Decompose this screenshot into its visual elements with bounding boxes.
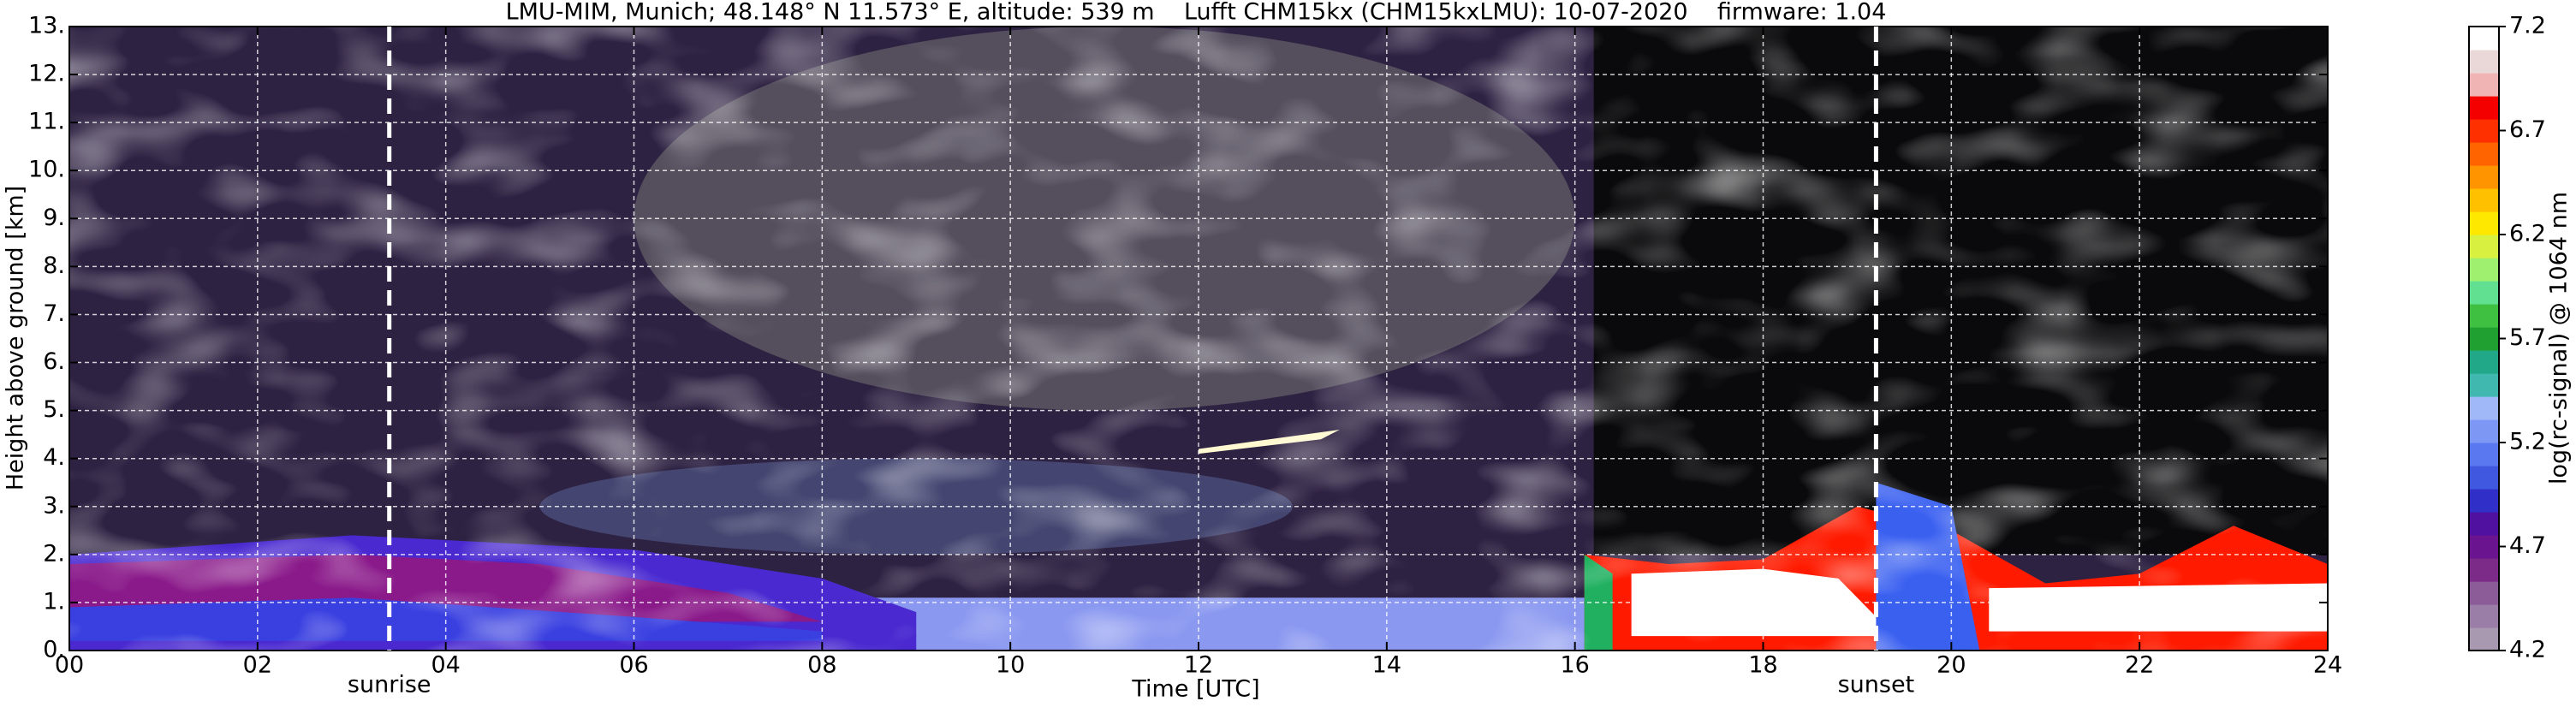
colorbar-band: [2469, 396, 2499, 420]
colorbar-band: [2469, 165, 2499, 189]
colorbar-band: [2469, 627, 2499, 651]
y-tick-label: 6.: [43, 348, 65, 375]
y-tick-label: 4.: [43, 444, 65, 471]
colorbar-band: [2469, 211, 2499, 235]
y-tick-label: 1.: [43, 588, 65, 615]
colorbar-label: log(rc-signal) @ 1064 nm: [2546, 192, 2573, 484]
colorbar-band: [2469, 258, 2499, 282]
colorbar-tick-label: 5.7: [2509, 324, 2546, 351]
x-tick-label: 24: [2313, 652, 2342, 679]
colorbar-band: [2469, 512, 2499, 536]
y-tick-label: 0.: [43, 637, 65, 663]
colorbar-tick-label: 4.7: [2509, 532, 2546, 559]
colorbar-band: [2469, 419, 2499, 443]
annotation-label: sunset: [1838, 672, 1915, 698]
colorbar-tick-label: 6.7: [2509, 116, 2546, 143]
x-tick-label: 06: [619, 652, 648, 679]
x-tick-label: 14: [1372, 652, 1401, 679]
colorbar-band: [2469, 304, 2499, 328]
colorbar-band: [2469, 604, 2499, 628]
y-tick-label: 2.: [43, 540, 65, 567]
colorbar-band: [2469, 142, 2499, 166]
colorbar-band: [2469, 73, 2499, 97]
colorbar-tick-label: 4.2: [2509, 637, 2546, 663]
colorbar-band: [2469, 50, 2499, 74]
y-tick-label: 3.: [43, 492, 65, 519]
colorbar-band: [2469, 281, 2499, 305]
y-tick-label: 9.: [43, 205, 65, 231]
colorbar-band: [2469, 373, 2499, 397]
annotation-label: sunrise: [348, 672, 431, 698]
y-tick-label: 12.: [28, 61, 65, 87]
y-tick-label: 11.: [28, 109, 65, 135]
y-axis-label: Height above ground [km]: [3, 186, 29, 490]
y-tick-label: 10.: [28, 157, 65, 183]
y-tick-label: 8.: [43, 253, 65, 279]
x-tick-label: 04: [431, 652, 460, 679]
colorbar-band: [2469, 443, 2499, 466]
x-tick-label: 10: [996, 652, 1025, 679]
x-tick-label: 20: [1936, 652, 1966, 679]
colorbar-band: [2469, 327, 2499, 351]
colorbar-band: [2469, 466, 2499, 490]
y-tick-label: 13.: [28, 13, 65, 39]
x-tick-label: 12: [1184, 652, 1213, 679]
y-tick-label: 7.: [43, 300, 65, 327]
colorbar-tick-label: 6.2: [2509, 221, 2546, 247]
colorbar-band: [2469, 581, 2499, 605]
colorbar-band: [2469, 27, 2499, 50]
x-tick-label: 02: [243, 652, 272, 679]
x-tick-label: 22: [2125, 652, 2154, 679]
colorbar-band: [2469, 350, 2499, 374]
y-tick-label: 5.: [43, 396, 65, 423]
colorbar-band: [2469, 535, 2499, 559]
x-tick-label: 18: [1748, 652, 1777, 679]
colorbar-tick-label: 7.2: [2509, 13, 2546, 39]
x-tick-label: 00: [55, 652, 84, 679]
colorbar-band: [2469, 119, 2499, 143]
x-tick-label: 08: [807, 652, 836, 679]
colorbar-band: [2469, 188, 2499, 212]
x-axis-label: Time [UTC]: [1131, 676, 1259, 703]
colorbar-tick-label: 5.2: [2509, 429, 2546, 455]
colorbar-band: [2469, 235, 2499, 258]
chart-title: LMU-MIM, Munich; 48.148° N 11.573° E, al…: [506, 0, 1887, 26]
colorbar-band: [2469, 96, 2499, 120]
colorbar-band: [2469, 558, 2499, 582]
colorbar-band: [2469, 489, 2499, 513]
x-tick-label: 16: [1560, 652, 1589, 679]
